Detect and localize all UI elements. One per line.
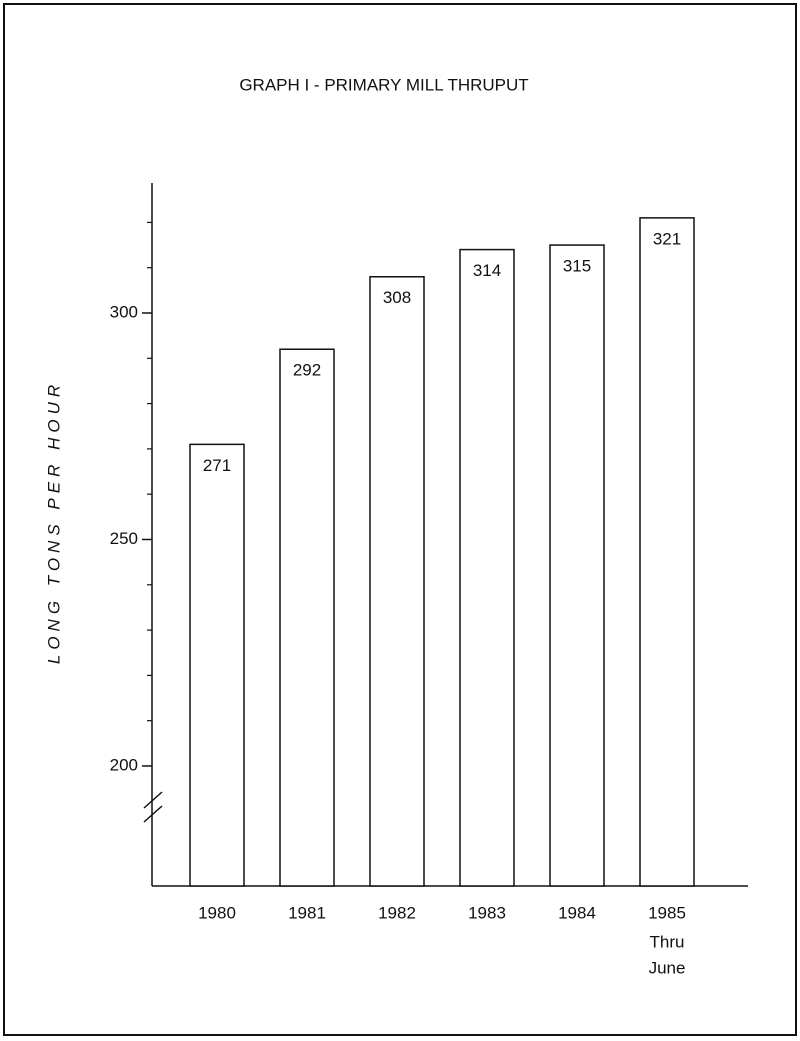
bar: [369, 276, 425, 887]
x-tick-label: 1985: [648, 903, 686, 922]
x-tick-label: 1983: [468, 903, 506, 922]
bar: [459, 248, 515, 887]
bar: [189, 443, 245, 887]
chart-title: GRAPH I - PRIMARY MILL THRUPUT: [239, 75, 528, 94]
x-tick-label: 1981: [288, 903, 326, 922]
y-tick-label: 250: [110, 529, 138, 548]
value-label: 315: [563, 257, 591, 276]
bar: [549, 244, 605, 887]
axis-break: [143, 791, 163, 809]
bar: [639, 217, 695, 887]
page-frame: [3, 3, 797, 1036]
y-tick-label: 300: [110, 302, 138, 321]
value-label: 308: [383, 288, 411, 307]
y-tick-label: 200: [110, 755, 138, 774]
value-label: 271: [203, 456, 231, 475]
x-tick-label: 1982: [378, 903, 416, 922]
x-tick-label: 1984: [558, 903, 596, 922]
bar: [279, 348, 335, 887]
y-axis-label: LONG TONS PER HOUR: [44, 380, 63, 664]
axis-break: [143, 805, 163, 823]
value-label: 321: [653, 229, 681, 248]
x-tick-note: Thru: [650, 932, 685, 951]
value-label: 314: [473, 261, 501, 280]
x-tick-label: 1980: [198, 903, 236, 922]
x-tick-note: June: [649, 958, 686, 977]
value-label: 292: [293, 361, 321, 380]
